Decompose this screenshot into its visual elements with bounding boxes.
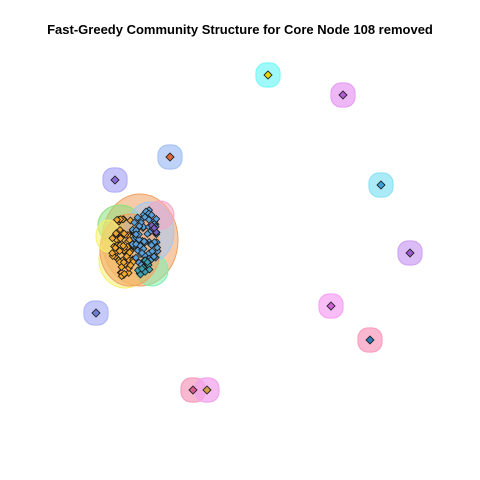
graph-node xyxy=(120,229,129,238)
graph-node xyxy=(135,222,144,231)
graph-node xyxy=(136,270,145,279)
core-cluster xyxy=(108,206,162,281)
graph-node xyxy=(153,243,162,252)
graph-node xyxy=(113,215,121,224)
graph-node xyxy=(140,237,149,246)
graph-node xyxy=(108,249,117,258)
graph-node xyxy=(115,247,124,255)
graph-node xyxy=(132,230,140,239)
graph-node xyxy=(188,385,198,395)
graph-node xyxy=(326,301,336,311)
isolated-nodes xyxy=(91,70,415,395)
graph-node xyxy=(202,385,212,395)
graph-node xyxy=(338,90,348,100)
graph-node xyxy=(91,308,101,318)
graph-node xyxy=(119,241,128,250)
graph-node xyxy=(116,234,125,243)
graph-node xyxy=(112,229,120,238)
graph-node xyxy=(126,261,135,270)
graph-node xyxy=(125,248,134,257)
graph-node xyxy=(150,224,159,233)
graph-node xyxy=(137,264,146,273)
graph-node xyxy=(405,248,415,258)
graph-node xyxy=(137,249,146,257)
graph-node xyxy=(148,247,157,256)
graph-node xyxy=(110,175,120,185)
graph-node xyxy=(143,258,152,267)
graph-node xyxy=(111,243,120,252)
graph-node xyxy=(144,215,153,224)
graph-node xyxy=(131,253,140,262)
chart-title: Fast-Greedy Community Structure for Core… xyxy=(47,22,433,37)
graph-node xyxy=(133,213,142,222)
graph-node xyxy=(130,218,139,227)
graph-node xyxy=(145,265,154,274)
graph-node xyxy=(147,211,156,219)
graph-node xyxy=(263,70,273,80)
graph-node xyxy=(147,241,156,250)
graph-node xyxy=(165,152,175,162)
graph-node xyxy=(376,180,386,190)
graph-node xyxy=(143,229,152,238)
graph-node xyxy=(119,258,128,267)
graph-node xyxy=(120,269,129,278)
graph-node xyxy=(365,335,375,345)
graph-node xyxy=(152,214,161,223)
graph-node xyxy=(108,234,117,243)
